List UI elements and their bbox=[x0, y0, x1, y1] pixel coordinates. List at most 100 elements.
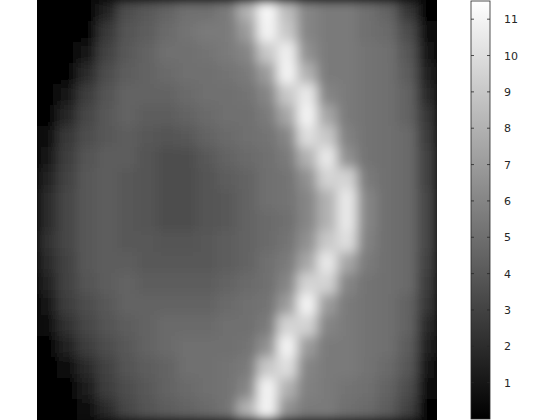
cell bbox=[277, 315, 298, 337]
cell bbox=[197, 21, 218, 43]
cell bbox=[237, 126, 258, 148]
cell bbox=[417, 0, 437, 22]
colorbar-tick bbox=[487, 309, 490, 310]
cell bbox=[237, 231, 258, 253]
cell bbox=[117, 231, 138, 253]
cell bbox=[137, 189, 158, 211]
cell bbox=[277, 357, 298, 379]
cell bbox=[397, 315, 418, 337]
cell bbox=[37, 84, 58, 106]
cell bbox=[137, 0, 158, 22]
cell bbox=[277, 252, 298, 274]
cell bbox=[217, 189, 238, 211]
cell bbox=[257, 105, 278, 127]
cell bbox=[57, 315, 78, 337]
cell bbox=[357, 126, 378, 148]
cell bbox=[297, 294, 318, 316]
cell bbox=[37, 378, 58, 400]
cell bbox=[217, 63, 238, 85]
cell bbox=[237, 147, 258, 169]
cell bbox=[177, 315, 198, 337]
cell bbox=[297, 252, 318, 274]
plot-background bbox=[37, 0, 437, 420]
cell bbox=[137, 273, 158, 295]
cell bbox=[97, 189, 118, 211]
cell bbox=[377, 63, 398, 85]
cell bbox=[57, 0, 78, 22]
colorbar-tick bbox=[487, 382, 490, 383]
cell bbox=[177, 63, 198, 85]
cell bbox=[57, 294, 78, 316]
cell bbox=[57, 63, 78, 85]
cell bbox=[277, 147, 298, 169]
cell bbox=[157, 105, 178, 127]
cell bbox=[417, 210, 437, 232]
cell bbox=[237, 273, 258, 295]
cell bbox=[197, 231, 218, 253]
cell bbox=[357, 273, 378, 295]
cell bbox=[397, 294, 418, 316]
cell bbox=[97, 357, 118, 379]
cell bbox=[297, 273, 318, 295]
cell bbox=[377, 273, 398, 295]
cell bbox=[257, 63, 278, 85]
cell bbox=[317, 273, 338, 295]
cell bbox=[97, 147, 118, 169]
cell bbox=[97, 231, 118, 253]
cell bbox=[377, 357, 398, 379]
cell bbox=[337, 63, 358, 85]
cell bbox=[137, 63, 158, 85]
cell bbox=[337, 105, 358, 127]
cell bbox=[157, 84, 178, 106]
cell bbox=[97, 399, 118, 420]
cell bbox=[337, 210, 358, 232]
cell bbox=[357, 147, 378, 169]
cell bbox=[297, 147, 318, 169]
cell bbox=[417, 357, 437, 379]
cell bbox=[177, 147, 198, 169]
cell bbox=[117, 294, 138, 316]
cell bbox=[257, 42, 278, 64]
cell bbox=[397, 168, 418, 190]
cell bbox=[137, 105, 158, 127]
cell bbox=[257, 315, 278, 337]
cell bbox=[417, 273, 437, 295]
cell bbox=[57, 231, 78, 253]
colorbar-tick-label: 11 bbox=[504, 13, 518, 26]
cell bbox=[357, 189, 378, 211]
cell bbox=[377, 0, 398, 22]
cell bbox=[217, 399, 238, 420]
cell bbox=[317, 147, 338, 169]
cell bbox=[397, 252, 418, 274]
cell bbox=[217, 336, 238, 358]
cell bbox=[357, 378, 378, 400]
cell bbox=[117, 189, 138, 211]
cell bbox=[97, 21, 118, 43]
cell bbox=[297, 378, 318, 400]
cell bbox=[217, 147, 238, 169]
cell bbox=[257, 168, 278, 190]
cell bbox=[117, 0, 138, 22]
cell bbox=[297, 84, 318, 106]
cell bbox=[417, 336, 437, 358]
cell bbox=[177, 126, 198, 148]
cell bbox=[97, 0, 118, 22]
cell bbox=[317, 336, 338, 358]
cell bbox=[357, 210, 378, 232]
cell bbox=[137, 210, 158, 232]
cell bbox=[117, 147, 138, 169]
cell bbox=[137, 378, 158, 400]
cell bbox=[317, 168, 338, 190]
cell bbox=[277, 0, 298, 22]
cell bbox=[77, 210, 98, 232]
cell bbox=[397, 126, 418, 148]
cell bbox=[377, 168, 398, 190]
cell bbox=[157, 399, 178, 420]
cell bbox=[317, 0, 338, 22]
cell bbox=[417, 147, 437, 169]
cell bbox=[397, 0, 418, 22]
cell bbox=[257, 378, 278, 400]
plot-area bbox=[37, 0, 437, 420]
colorbar-tick bbox=[487, 128, 490, 129]
cell bbox=[137, 252, 158, 274]
